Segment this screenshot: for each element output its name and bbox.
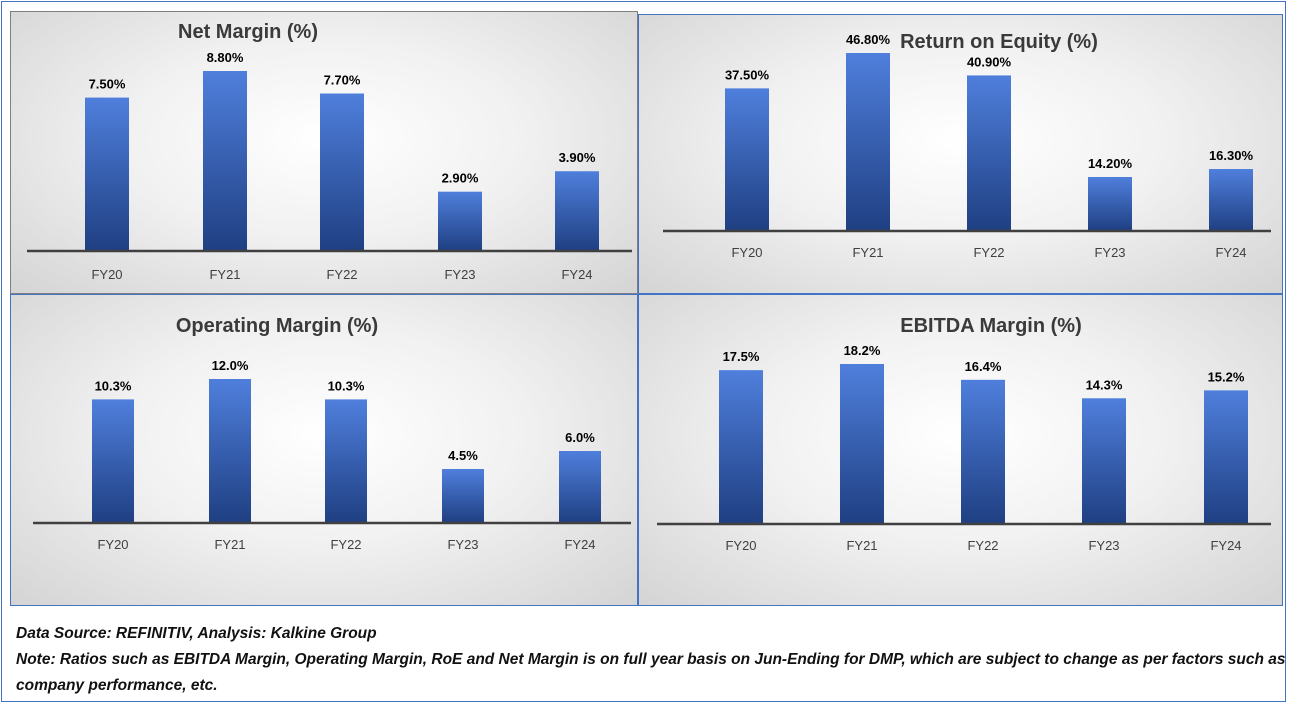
data-source-note: Data Source: REFINITIV, Analysis: Kalkin…	[16, 625, 377, 642]
x-tick-label: FY24	[564, 537, 595, 552]
chart-title: EBITDA Margin (%)	[900, 315, 1081, 337]
data-label-fy21: 8.80%	[207, 50, 244, 65]
bar-fy21	[203, 71, 247, 251]
data-label-fy21: 46.80%	[846, 32, 891, 47]
bar-fy24	[555, 171, 599, 251]
data-label-fy22: 40.90%	[967, 54, 1012, 69]
x-tick-label: FY23	[1094, 245, 1125, 260]
operating-margin-chart-panel: Operating Margin (%) 10.3% FY20 12.0% FY21 10…	[10, 294, 638, 606]
bar-fy23	[1082, 398, 1126, 524]
data-label-fy23: 14.3%	[1086, 377, 1123, 392]
data-label-fy21: 18.2%	[844, 343, 881, 358]
bar-fy22	[961, 379, 1005, 524]
bar-fy22	[325, 399, 367, 523]
x-tick-label: FY24	[1210, 538, 1241, 553]
data-label-fy22: 10.3%	[328, 378, 365, 393]
bar-fy21	[846, 53, 890, 231]
x-tick-label: FY22	[326, 267, 357, 282]
x-tick-label: FY21	[846, 538, 877, 553]
bar-fy23	[1088, 176, 1132, 231]
x-tick-label: FY22	[967, 538, 998, 553]
x-tick-label: FY21	[209, 267, 240, 282]
data-label-fy24: 3.90%	[559, 150, 596, 165]
bar-fy20	[725, 88, 769, 231]
data-label-fy20: 7.50%	[89, 77, 126, 92]
operating-margin-chart: Operating Margin (%) 10.3% FY20 12.0% FY21 10…	[33, 315, 631, 552]
x-tick-label: FY24	[1215, 245, 1246, 260]
x-tick-label: FY23	[444, 267, 475, 282]
x-tick-label: FY21	[852, 245, 883, 260]
data-label-fy22: 7.70%	[324, 73, 361, 88]
chart-title: Operating Margin (%)	[176, 315, 378, 337]
data-label-fy21: 12.0%	[212, 358, 249, 373]
x-tick-label: FY20	[91, 267, 122, 282]
x-tick-label: FY22	[973, 245, 1004, 260]
ebitda-margin-chart-panel: EBITDA Margin (%) 17.5% FY20 18.2% FY21 16.4%…	[638, 294, 1283, 606]
footnotes: Data Source: REFINITIV, Analysis: Kalkin…	[16, 621, 1288, 699]
x-tick-label: FY23	[1088, 538, 1119, 553]
x-tick-label: FY21	[214, 537, 245, 552]
net-margin-chart: Net Margin (%) 7.50% FY20 8.80% FY21 7.70% FY2…	[27, 21, 632, 282]
data-label-fy22: 16.4%	[965, 359, 1002, 374]
x-tick-label: FY24	[561, 267, 592, 282]
bar-fy20	[92, 399, 134, 523]
data-label-fy23: 4.5%	[448, 448, 478, 463]
chart-title: Return on Equity (%)	[900, 31, 1098, 53]
bar-fy21	[840, 364, 884, 524]
data-label-fy20: 17.5%	[723, 349, 760, 364]
net-margin-chart-panel: Net Margin (%) 7.50% FY20 8.80% FY21 7.70% FY2…	[10, 11, 638, 294]
bar-fy20	[85, 97, 129, 251]
x-tick-label: FY22	[330, 537, 361, 552]
ebitda-margin-chart: EBITDA Margin (%) 17.5% FY20 18.2% FY21 16.4%…	[657, 315, 1271, 553]
data-label-fy23: 2.90%	[442, 171, 479, 186]
x-tick-label: FY20	[97, 537, 128, 552]
return-on-equity-chart: Return on Equity (%) 37.50% FY20 46.80% FY21…	[663, 31, 1271, 260]
data-label-fy24: 6.0%	[565, 430, 595, 445]
return-on-equity-chart-panel: Return on Equity (%) 37.50% FY20 46.80% FY21…	[638, 14, 1283, 294]
chart-title: Net Margin (%)	[178, 21, 318, 43]
data-label-fy24: 15.2%	[1208, 369, 1245, 384]
bar-fy20	[719, 370, 763, 524]
data-label-fy23: 14.20%	[1088, 156, 1133, 171]
ratio-note: Note: Ratios such as EBITDA Margin, Oper…	[16, 651, 1286, 694]
bar-fy23	[438, 191, 482, 251]
x-tick-label: FY20	[725, 538, 756, 553]
bar-fy21	[209, 379, 251, 523]
x-tick-label: FY20	[731, 245, 762, 260]
bar-fy24	[1204, 390, 1248, 524]
x-tick-label: FY23	[447, 537, 478, 552]
bar-fy24	[1209, 169, 1253, 231]
data-label-fy20: 37.50%	[725, 67, 770, 82]
bar-fy22	[320, 93, 364, 251]
bar-fy23	[442, 469, 484, 523]
bar-fy24	[559, 451, 601, 523]
data-label-fy20: 10.3%	[95, 378, 132, 393]
bar-fy22	[967, 75, 1011, 231]
data-label-fy24: 16.30%	[1209, 148, 1254, 163]
